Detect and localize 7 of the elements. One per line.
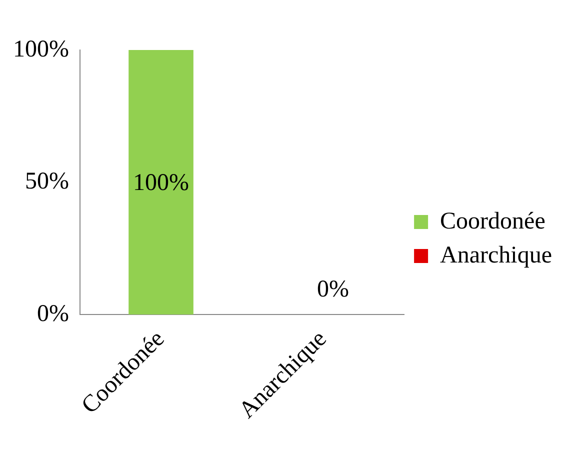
y-tick-label: 0% xyxy=(36,300,69,327)
y-tick-label: 50% xyxy=(24,168,69,195)
y-tick-label: 100% xyxy=(12,36,69,62)
legend-label: Coordonée xyxy=(440,208,546,234)
data-label: 0% xyxy=(317,276,350,302)
legend-label: Anarchique xyxy=(440,242,552,268)
data-label: 100% xyxy=(133,170,190,196)
